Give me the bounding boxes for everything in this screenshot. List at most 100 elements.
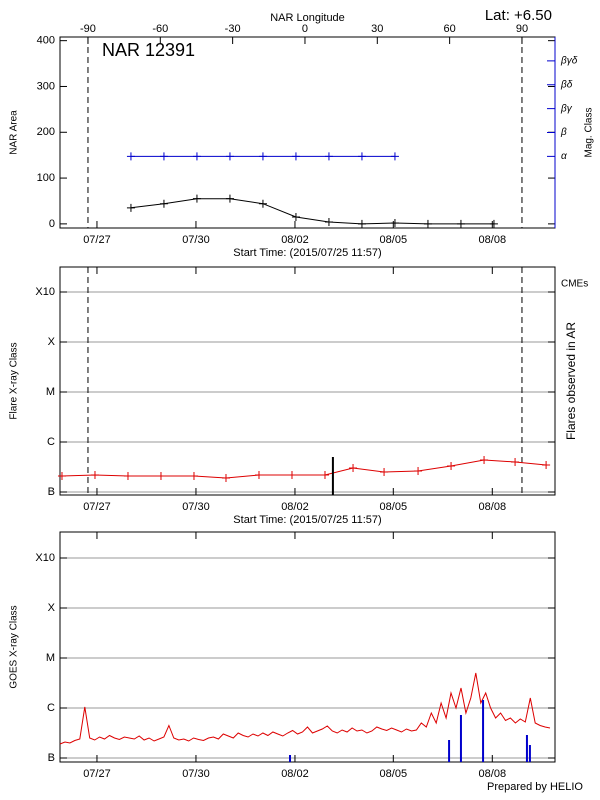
y-tick-label: X bbox=[48, 602, 56, 614]
point-marker bbox=[156, 472, 165, 480]
point-marker bbox=[90, 471, 99, 479]
point-marker bbox=[123, 472, 132, 480]
plot-frame bbox=[59, 266, 556, 496]
y-tick-label: B bbox=[48, 486, 55, 498]
point-marker bbox=[357, 219, 366, 228]
point-marker bbox=[126, 203, 135, 212]
x-tick-label: 08/02 bbox=[281, 501, 309, 513]
point-marker bbox=[126, 152, 135, 161]
y-tick-label: M bbox=[46, 652, 55, 664]
y2-tick-label: β bbox=[560, 127, 567, 138]
y2-axis-title: Flares observed in AR bbox=[564, 322, 578, 440]
point-marker bbox=[221, 474, 230, 482]
y2-tick-label: βγ bbox=[560, 103, 573, 114]
x-tick-label: 08/08 bbox=[479, 768, 507, 780]
annotation: CMEs bbox=[561, 279, 588, 290]
y-tick-label: 200 bbox=[37, 126, 55, 138]
x-axis-title: Start Time: (2015/07/25 11:57) bbox=[233, 247, 381, 259]
x-tick-label: 07/30 bbox=[182, 768, 210, 780]
series-line bbox=[61, 459, 547, 479]
x-tick-label: 08/05 bbox=[380, 234, 408, 246]
point-marker bbox=[423, 219, 432, 228]
y2-tick-label: βδ bbox=[560, 79, 573, 90]
point-marker bbox=[542, 461, 551, 469]
point-marker bbox=[390, 152, 399, 161]
series-line bbox=[130, 198, 494, 225]
y2-axis-title: Mag. Class bbox=[584, 107, 595, 157]
y2-tick-label: βγδ bbox=[560, 56, 578, 67]
y-tick-label: 400 bbox=[37, 35, 55, 47]
x-axis-title: Start Time: (2015/07/25 11:57) bbox=[233, 514, 381, 526]
x2-axis-title: NAR Longitude bbox=[270, 12, 345, 24]
point-marker bbox=[456, 219, 465, 228]
y-axis-title: Flare X-ray Class bbox=[9, 342, 20, 419]
x2-tick-label: -60 bbox=[152, 23, 168, 35]
y-tick-label: M bbox=[46, 386, 55, 398]
point-marker bbox=[447, 462, 456, 470]
panel-title: NAR 12391 bbox=[102, 40, 195, 60]
x2-tick-label: -90 bbox=[80, 23, 96, 35]
bar bbox=[528, 745, 531, 762]
x2-tick-label: 60 bbox=[444, 23, 456, 35]
bar bbox=[459, 715, 462, 762]
credit: Prepared by HELIO bbox=[487, 781, 583, 793]
point-marker bbox=[380, 468, 389, 476]
point-marker bbox=[258, 199, 267, 208]
x-tick-label: 07/30 bbox=[182, 234, 210, 246]
x-tick-label: 08/08 bbox=[479, 234, 507, 246]
point-marker bbox=[324, 218, 333, 227]
point-marker bbox=[225, 152, 234, 161]
point-marker bbox=[192, 152, 201, 161]
bar bbox=[482, 700, 485, 762]
x-tick-label: 07/27 bbox=[83, 501, 111, 513]
y-tick-label: X10 bbox=[35, 286, 55, 298]
point-marker bbox=[320, 471, 329, 479]
point-marker bbox=[324, 152, 333, 161]
x-tick-label: 08/02 bbox=[281, 234, 309, 246]
x-tick-label: 08/05 bbox=[380, 768, 408, 780]
x2-tick-label: 30 bbox=[371, 23, 383, 35]
series-line bbox=[59, 672, 551, 745]
x-tick-label: 08/08 bbox=[479, 501, 507, 513]
point-marker bbox=[57, 472, 66, 480]
y-tick-label: 300 bbox=[37, 80, 55, 92]
point-marker bbox=[357, 152, 366, 161]
point-marker bbox=[291, 213, 300, 222]
point-marker bbox=[291, 152, 300, 161]
y-tick-label: X10 bbox=[35, 552, 55, 564]
y-tick-label: 0 bbox=[49, 218, 55, 230]
point-marker bbox=[258, 152, 267, 161]
point-marker bbox=[159, 152, 168, 161]
latitude-label: Lat: +6.50 bbox=[485, 7, 552, 24]
x2-tick-label: -30 bbox=[225, 23, 241, 35]
y-tick-label: 100 bbox=[37, 172, 55, 184]
point-marker bbox=[254, 471, 263, 479]
point-marker bbox=[511, 458, 520, 466]
bar bbox=[331, 457, 334, 495]
y-tick-label: C bbox=[47, 702, 55, 714]
x-tick-label: 07/30 bbox=[182, 501, 210, 513]
bar bbox=[448, 740, 451, 762]
point-marker bbox=[414, 467, 423, 475]
x-tick-label: 08/05 bbox=[380, 501, 408, 513]
bar bbox=[289, 755, 292, 762]
bar bbox=[525, 735, 528, 762]
point-marker bbox=[287, 471, 296, 479]
x2-tick-label: 0 bbox=[302, 23, 308, 35]
x-tick-label: 07/27 bbox=[83, 234, 111, 246]
point-marker bbox=[489, 219, 498, 228]
x-tick-label: 07/27 bbox=[83, 768, 111, 780]
y-tick-label: C bbox=[47, 436, 55, 448]
point-marker bbox=[225, 194, 234, 203]
y-axis-title: NAR Area bbox=[9, 110, 20, 155]
point-marker bbox=[192, 194, 201, 203]
x2-tick-label: 90 bbox=[516, 23, 528, 35]
point-marker bbox=[390, 218, 399, 227]
y-tick-label: B bbox=[48, 752, 55, 764]
y2-tick-label: α bbox=[561, 151, 567, 162]
point-marker bbox=[349, 464, 358, 472]
x-tick-label: 08/02 bbox=[281, 768, 309, 780]
point-marker bbox=[159, 199, 168, 208]
